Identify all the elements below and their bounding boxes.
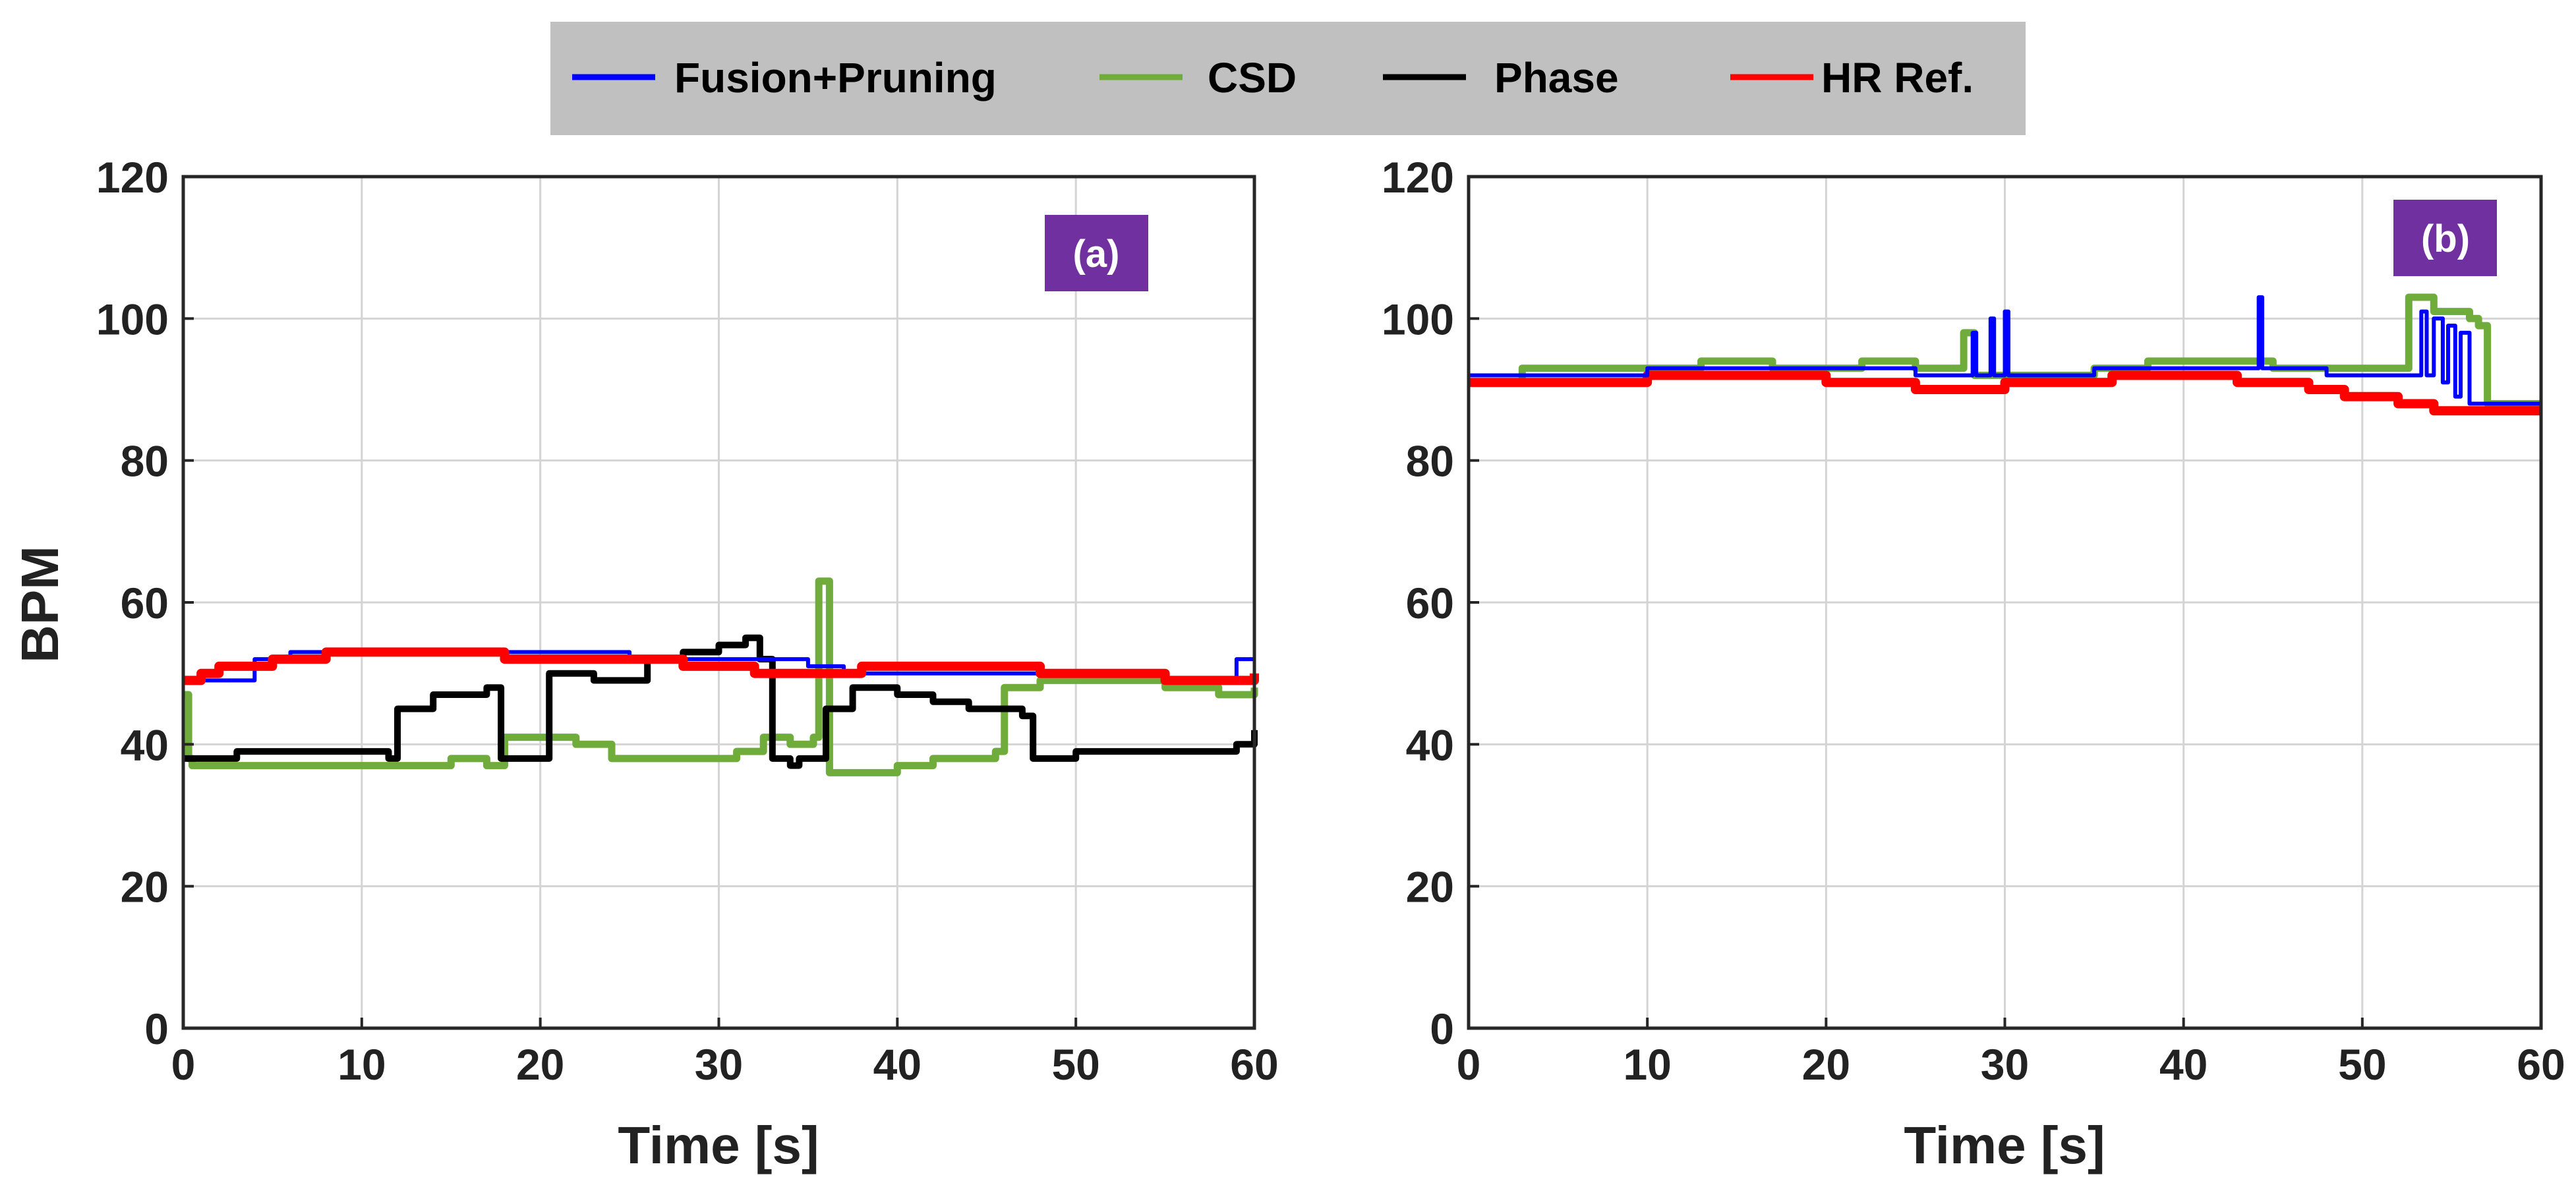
panel-a-xtick-label-0: 0 xyxy=(171,1040,196,1089)
panel-a-xtick-label-4: 40 xyxy=(873,1040,922,1089)
panel-b: 0 10 20 30 40 50 60 0 20 40 60 80 100 120 (b) Time [s… xyxy=(1382,153,2565,1174)
panel-b-xtick-label-6: 60 xyxy=(2517,1040,2565,1089)
panel-a-xtick-label-1: 10 xyxy=(337,1040,386,1089)
panel-b-ytick-label-3: 60 xyxy=(1406,579,1454,627)
panel-b-ytick-label-6: 120 xyxy=(1382,153,1454,202)
panel-a-xtick-label-2: 20 xyxy=(516,1040,564,1089)
panel-b-xtick-label-5: 50 xyxy=(2338,1040,2386,1089)
panel-a-ytick-label-6: 120 xyxy=(96,153,169,202)
panel-a-ticks: 0 10 20 30 40 50 60 0 20 40 60 80 100 120 xyxy=(96,153,1279,1089)
panel-b-badge xyxy=(2393,200,2497,276)
legend-label-fusion: Fusion+Pruning xyxy=(674,54,997,101)
panel-b-grid xyxy=(1469,177,2541,1028)
y-axis-label: BPM xyxy=(11,546,69,663)
legend: Fusion+Pruning CSD Phase HR Ref. xyxy=(550,22,2026,135)
panel-a-badge xyxy=(1045,215,1148,291)
panel-b-ytick-label-0: 0 xyxy=(1430,1004,1454,1053)
panel-a-ytick-label-1: 20 xyxy=(121,863,169,912)
panel-b-x-axis-label: Time [s] xyxy=(1904,1116,2105,1174)
panel-b-xtick-label-4: 40 xyxy=(2159,1040,2208,1089)
panel-b-xtick-label-1: 10 xyxy=(1623,1040,1671,1089)
panel-a-ytick-label-4: 80 xyxy=(121,437,169,486)
legend-label-csd: CSD xyxy=(1208,54,1297,101)
panel-b-xtick-label-2: 20 xyxy=(1802,1040,1850,1089)
panel-a-xtick-label-6: 60 xyxy=(1230,1040,1278,1089)
legend-label-phase: Phase xyxy=(1494,54,1619,101)
panel-b-xtick-label-3: 30 xyxy=(1981,1040,2029,1089)
panel-a-series xyxy=(183,577,1259,776)
panel-a-series-hr-ref xyxy=(183,647,1259,685)
panel-a-x-axis-label: Time [s] xyxy=(618,1116,819,1174)
panel-b-series xyxy=(1469,293,2541,416)
panel-a-grid xyxy=(183,177,1254,1028)
panel-b-series-fusion-pruning xyxy=(1469,295,2541,406)
panel-a: 0 10 20 30 40 50 60 0 20 40 60 80 100 120 (a) Time [s… xyxy=(96,153,1279,1174)
panel-b-series-hr-ref xyxy=(1469,370,2541,416)
panel-a-ytick-label-2: 40 xyxy=(121,720,169,769)
panel-b-xtick-label-0: 0 xyxy=(1457,1040,1481,1089)
panel-b-ytick-label-4: 80 xyxy=(1406,437,1454,486)
panel-a-ytick-label-5: 100 xyxy=(96,295,169,343)
panel-a-xtick-label-5: 50 xyxy=(1051,1040,1099,1089)
panel-b-ytick-label-2: 40 xyxy=(1406,720,1454,769)
panel-b-ticks: 0 10 20 30 40 50 60 0 20 40 60 80 100 120 xyxy=(1382,153,2565,1089)
panel-a-series-csd xyxy=(183,577,1258,776)
panel-b-ytick-label-5: 100 xyxy=(1382,295,1454,343)
panel-b-badge-label: (b) xyxy=(2421,217,2470,260)
panel-a-ytick-label-3: 60 xyxy=(121,579,169,627)
panel-a-badge-label: (a) xyxy=(1073,233,1120,275)
panel-a-ytick-label-0: 0 xyxy=(144,1004,169,1053)
panel-a-xtick-label-3: 30 xyxy=(695,1040,743,1089)
legend-label-hrref: HR Ref. xyxy=(1821,54,1974,101)
panel-b-ytick-label-1: 20 xyxy=(1406,863,1454,912)
panel-a-series-phase xyxy=(183,634,1258,769)
